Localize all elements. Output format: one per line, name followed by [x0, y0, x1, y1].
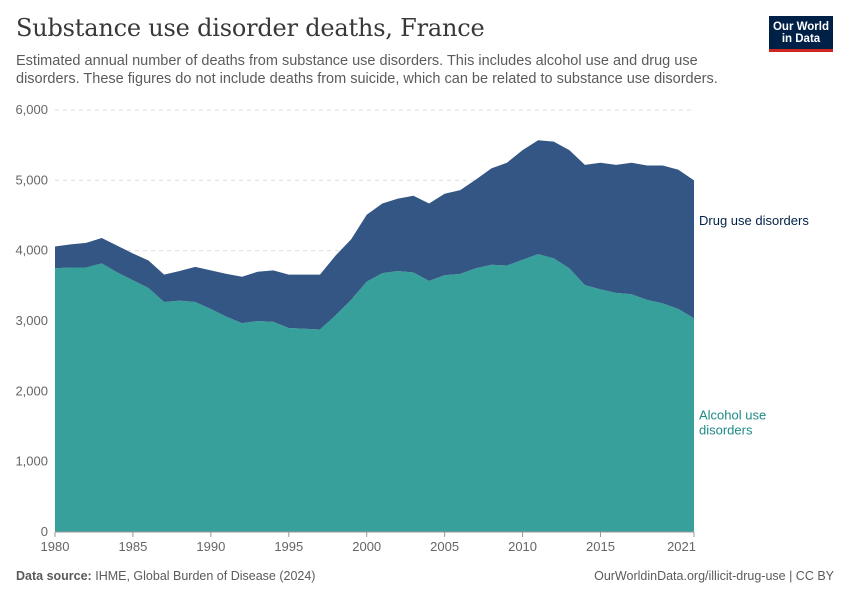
x-tick-label: 1990	[196, 539, 225, 554]
x-tick-label: 1980	[41, 539, 70, 554]
y-tick-labels: 0 1,000 2,000 3,000 4,000 5,000 6,000	[15, 102, 48, 539]
x-tick-label: 1985	[118, 539, 147, 554]
x-tick-label: 2010	[508, 539, 537, 554]
y-tick-label: 5,000	[15, 172, 48, 187]
source-text: IHME, Global Burden of Disease (2024)	[95, 569, 316, 583]
label-alcohol-use-disorders-line: Alcohol use	[699, 408, 766, 423]
y-tick-label: 4,000	[15, 243, 48, 258]
footer-url[interactable]: OurWorldinData.org/illicit-drug-use | CC…	[594, 569, 834, 583]
x-tick-label: 1995	[274, 539, 303, 554]
logo-line-1: Our World	[772, 21, 829, 33]
owid-logo[interactable]: Our World in Data	[769, 16, 833, 52]
y-tick-label: 6,000	[15, 102, 48, 117]
footer-source: Data source: IHME, Global Burden of Dise…	[16, 569, 315, 583]
y-tick-label: 3,000	[15, 313, 48, 328]
x-tick-label: 2021	[667, 539, 696, 554]
chart-subtitle: Estimated annual number of deaths from s…	[16, 53, 718, 87]
y-tick-label: 1,000	[15, 454, 48, 469]
y-tick-label: 2,000	[15, 383, 48, 398]
area-alcohol-use-disorders	[55, 254, 694, 532]
y-tick-label: 0	[41, 524, 48, 539]
x-tick-labels: 1980 1985 1990 1995 2000 2005 2010 2015 2021	[41, 539, 696, 554]
chart-areas	[55, 140, 694, 532]
label-drug-use-disorders: Drug use disorders	[699, 213, 809, 228]
label-alcohol-use-disorders-line: disorders	[699, 423, 753, 438]
chart-axes	[54, 531, 695, 537]
x-tick-label: 2005	[430, 539, 459, 554]
chart-title: Substance use disorder deaths, France	[16, 14, 485, 42]
logo-line-2: in Data	[781, 33, 821, 45]
x-tick-label: 2000	[352, 539, 381, 554]
area-drug-use-disorders	[55, 140, 694, 330]
x-tick-label: 2015	[586, 539, 615, 554]
source-label: Data source:	[16, 569, 92, 583]
